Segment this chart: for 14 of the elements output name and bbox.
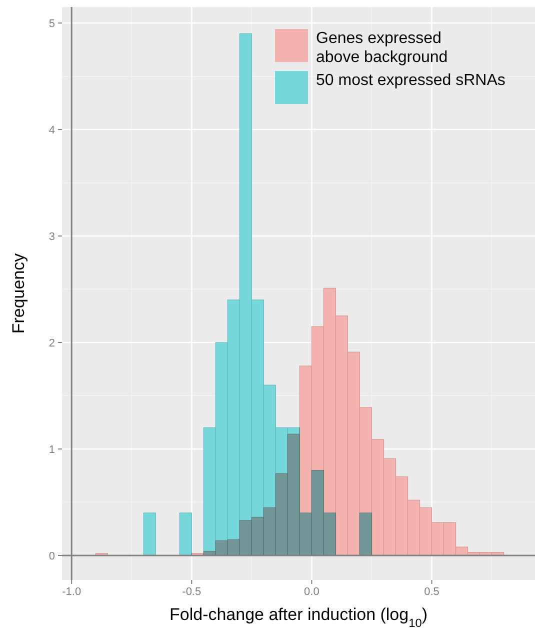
x-axis-title: Fold-change after induction (log$_{10}$): [170, 605, 428, 630]
y-tick-label: 4: [48, 124, 55, 136]
legend-label: Genes expressed above background: [316, 30, 448, 66]
x-tick-label: 0.0: [304, 586, 320, 598]
x-tick-label: -1.0: [62, 586, 82, 598]
y-axis-title: Frequency: [9, 252, 28, 334]
y-tick-label: 1: [48, 444, 55, 456]
y-tick-label: 2: [48, 337, 55, 350]
y-tick-label: 5: [48, 18, 55, 30]
x-tick-label: 0.5: [424, 586, 440, 598]
y-tick-label: 0: [48, 550, 55, 562]
x-tick-label: -0.5: [182, 586, 202, 598]
y-tick-label: 3: [48, 230, 55, 243]
legend-label: 50 most expressed sRNAs: [316, 72, 506, 89]
